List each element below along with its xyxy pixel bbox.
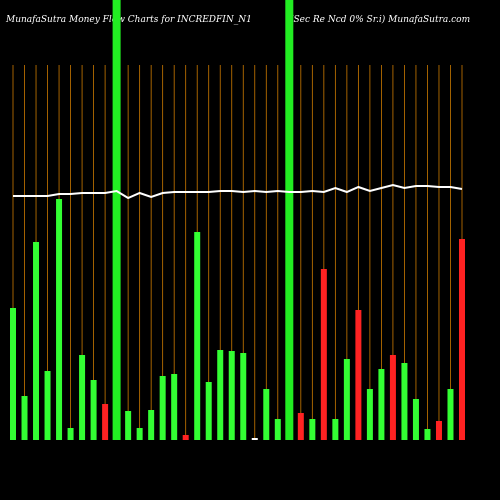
bar bbox=[412, 399, 419, 440]
bar bbox=[56, 199, 63, 440]
bar bbox=[102, 404, 109, 440]
bar bbox=[435, 421, 442, 440]
chart-subtitle: (Sec Re Ncd 0% Sr.i) MunafaSutra.com bbox=[290, 14, 470, 25]
highlight-band bbox=[285, 0, 294, 440]
bar bbox=[217, 350, 224, 440]
bar bbox=[159, 376, 166, 440]
bar bbox=[320, 269, 327, 440]
bar bbox=[263, 389, 270, 440]
bar bbox=[33, 242, 40, 440]
bar bbox=[194, 232, 201, 440]
money-flow-line bbox=[13, 183, 463, 200]
bar bbox=[228, 351, 235, 440]
bar bbox=[67, 428, 74, 440]
bar bbox=[447, 389, 454, 440]
bar bbox=[251, 438, 258, 440]
bar bbox=[205, 382, 212, 440]
bar bbox=[309, 419, 316, 440]
bar bbox=[90, 380, 97, 440]
bar bbox=[389, 355, 396, 440]
highlight-band bbox=[112, 0, 121, 440]
bar bbox=[21, 396, 28, 440]
bar bbox=[332, 419, 339, 440]
bar bbox=[378, 369, 385, 440]
chart-title: MunafaSutra Money Flow Charts for INCRED… bbox=[5, 15, 252, 25]
bar bbox=[171, 374, 178, 440]
bar bbox=[424, 429, 431, 440]
bar bbox=[343, 359, 350, 440]
bar bbox=[136, 428, 143, 440]
bar bbox=[274, 419, 281, 440]
bar bbox=[297, 413, 304, 440]
bar bbox=[148, 410, 155, 440]
bar bbox=[79, 355, 86, 440]
bar bbox=[125, 411, 132, 440]
bar bbox=[459, 239, 465, 440]
bar bbox=[366, 389, 373, 440]
bar bbox=[240, 353, 247, 440]
bar bbox=[355, 310, 362, 440]
bar bbox=[401, 363, 408, 440]
bar bbox=[182, 435, 189, 440]
bar bbox=[44, 371, 51, 440]
bar bbox=[10, 308, 16, 440]
